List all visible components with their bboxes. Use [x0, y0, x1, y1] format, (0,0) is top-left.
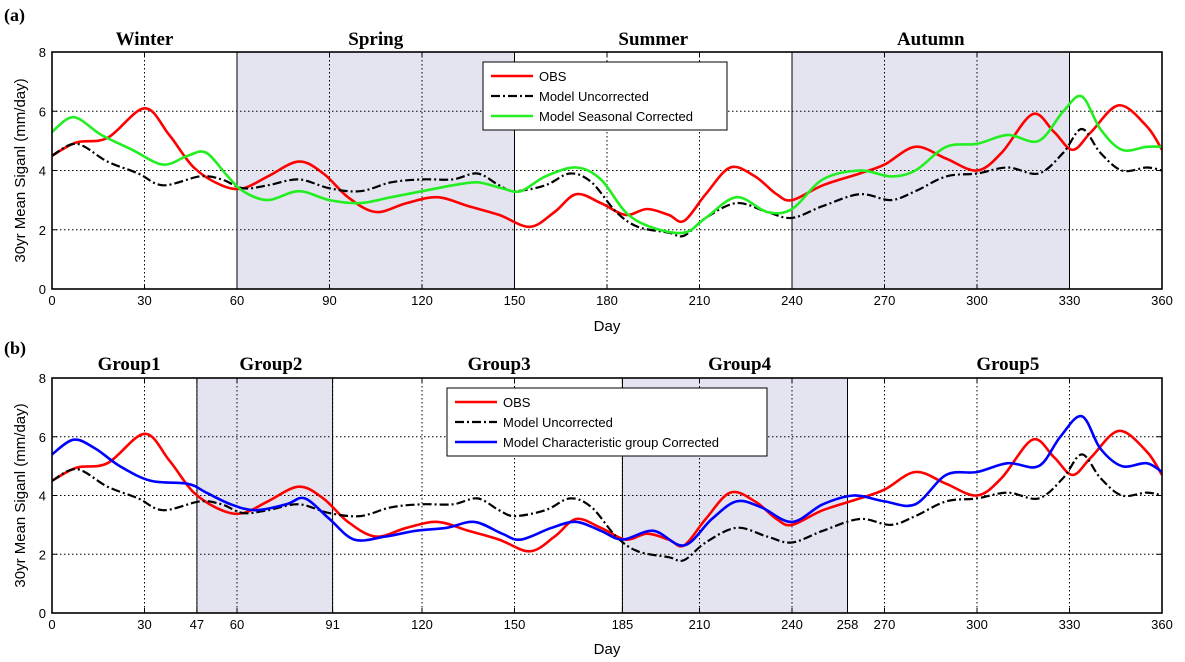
p1-legend-label-0: OBS	[503, 395, 531, 410]
p1-ytick-label-4: 8	[39, 371, 46, 386]
p1-legend-label-1: Model Uncorrected	[503, 415, 613, 430]
p0-legend-label-1: Model Uncorrected	[539, 89, 649, 104]
p0-xtick-label-11: 330	[1059, 293, 1081, 308]
p0-xtick-label-7: 210	[689, 293, 711, 308]
p1-xtick-label-2: 47	[190, 617, 204, 632]
chart-panel-b: (b) 0 30 47 60 91 120 150 185 210 240 258 270 300 330…	[4, 338, 1173, 658]
p1-legend-box	[446, 387, 768, 457]
panel-label-a: (a)	[4, 5, 25, 26]
p1-ytick-label-3: 6	[39, 430, 46, 445]
p0-period-label-0: Winter	[116, 29, 174, 50]
p0-ytick-label-1: 2	[39, 223, 46, 238]
p1-period-label-4: Group5	[976, 354, 1039, 375]
p1-xtick-label-3: 60	[230, 617, 244, 632]
p0-period-label-2: Summer	[618, 29, 688, 50]
p1-y-axis-label: 30yr Mean Siganl (mm/day)	[12, 403, 29, 587]
p0-xtick-label-6: 180	[596, 293, 618, 308]
p1-xtick-label-14: 360	[1151, 617, 1173, 632]
p0-x-axis-label: Day	[594, 318, 621, 335]
p1-xtick-label-5: 120	[411, 617, 433, 632]
p0-series-1	[51, 127, 1163, 238]
p1-period-label-0: Group1	[98, 354, 161, 375]
p1-xtick-label-12: 300	[966, 617, 988, 632]
p1-x-axis-label: Day	[594, 641, 621, 658]
p0-legend-box	[482, 61, 728, 131]
p0-y-axis-label: 30yr Mean Siganl (mm/day)	[12, 78, 29, 262]
p0-xtick-label-8: 240	[781, 293, 803, 308]
p1-xtick-label-13: 330	[1059, 617, 1081, 632]
p0-xtick-label-0: 0	[48, 293, 55, 308]
p0-xtick-label-12: 360	[1151, 293, 1173, 308]
p0-ytick-label-2: 4	[39, 164, 46, 179]
p1-ytick-label-1: 2	[39, 547, 46, 562]
p0-xtick-label-3: 90	[322, 293, 336, 308]
p1-xtick-label-1: 30	[137, 617, 151, 632]
p1-xtick-label-0: 0	[48, 617, 55, 632]
p0-ytick-label-0: 0	[39, 282, 46, 297]
p1-series-1	[51, 453, 1163, 563]
p1-period-label-3: Group4	[708, 354, 772, 375]
p0-ytick-label-3: 6	[39, 104, 46, 119]
chart-panel-a: (a) 0 30 60 90 120 150 180 210 240 270 300 330 360 0 2…	[4, 5, 1173, 335]
panel-label-b: (b)	[4, 338, 26, 359]
p1-series-2	[51, 414, 1163, 547]
p1-period-label-2: Group3	[468, 354, 531, 375]
p1-xtick-label-4: 91	[325, 617, 339, 632]
p1-ytick-label-2: 4	[39, 489, 46, 504]
p0-shaded-band-1	[791, 51, 1070, 290]
p0-xtick-label-10: 300	[966, 293, 988, 308]
p0-period-label-3: Autumn	[897, 29, 965, 50]
p1-xtick-label-8: 210	[689, 617, 711, 632]
p0-ytick-label-4: 8	[39, 45, 46, 60]
p1-xtick-label-7: 185	[612, 617, 634, 632]
p0-series-2	[51, 94, 1163, 235]
p1-xtick-label-6: 150	[504, 617, 526, 632]
p0-xtick-label-9: 270	[874, 293, 896, 308]
p1-xtick-label-9: 240	[781, 617, 803, 632]
p1-xtick-label-10: 258	[837, 617, 859, 632]
p1-period-label-1: Group2	[239, 354, 302, 375]
p1-xtick-label-11: 270	[874, 617, 896, 632]
p0-legend-label-0: OBS	[539, 69, 567, 84]
p0-legend-label-2: Model Seasonal Corrected	[539, 109, 693, 124]
p0-xtick-label-4: 120	[411, 293, 433, 308]
p0-xtick-label-5: 150	[504, 293, 526, 308]
p1-legend-label-2: Model Characteristic group Corrected	[503, 435, 719, 450]
p0-xtick-label-1: 30	[137, 293, 151, 308]
p0-xtick-label-2: 60	[230, 293, 244, 308]
p1-ytick-label-0: 0	[39, 606, 46, 621]
p0-period-label-1: Spring	[348, 29, 403, 50]
